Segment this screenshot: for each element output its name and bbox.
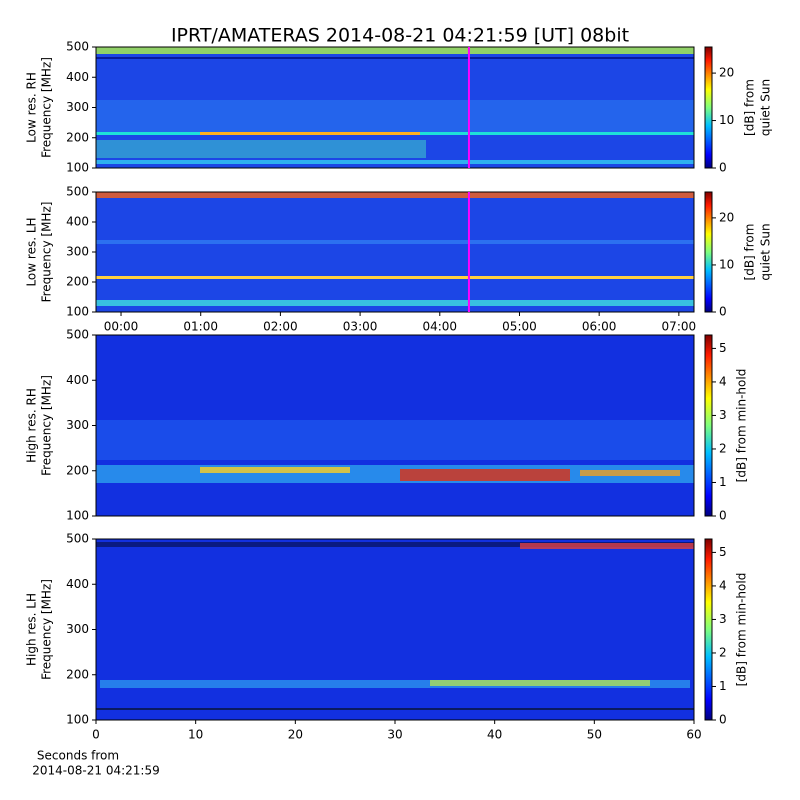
colorbar-tick-label: 5: [719, 545, 727, 559]
y-tick-label: 300: [66, 622, 89, 636]
colorbar-tick-label: 10: [719, 113, 734, 127]
y-tick-label: 500: [66, 185, 89, 199]
x-tick-label: 04:00: [422, 320, 457, 334]
colorbar-tick-label: 20: [719, 210, 734, 224]
colorbar: [704, 191, 713, 313]
x-tick-label: 10: [188, 728, 203, 742]
x-tick-label: 50: [587, 728, 602, 742]
y-tick-label: 300: [66, 100, 89, 114]
colorbar: [704, 538, 713, 721]
y-tick-label: 400: [66, 373, 89, 387]
colorbar-tick-label: 0: [719, 509, 727, 523]
y-axis-label: High res. RH: [25, 388, 39, 463]
colorbar-tick-label: 4: [719, 374, 727, 388]
y-tick-label: 400: [66, 70, 89, 84]
y-tick-label: 100: [66, 305, 89, 319]
colorbar-label: [dB] from min-hold: [735, 573, 749, 687]
figure-title: IPRT/AMATERAS 2014-08-21 04:21:59 [UT] 0…: [171, 25, 629, 47]
colorbar-label: quiet Sun: [759, 223, 773, 280]
y-tick-label: 500: [66, 40, 89, 54]
colorbar-tick-label: 10: [719, 257, 734, 271]
colorbar-tick-label: 2: [719, 645, 727, 659]
colorbar-tick-label: 0: [719, 161, 727, 175]
x-tick-label: 06:00: [582, 320, 617, 334]
colorbar-tick-label: 1: [719, 475, 727, 489]
y-tick-label: 100: [66, 713, 89, 727]
colorbar-tick-label: 0: [719, 305, 727, 319]
x-tick-label: 60: [686, 728, 701, 742]
x-tick-label: 07:00: [662, 320, 697, 334]
x-tick-label: 05:00: [502, 320, 537, 334]
x-tick-label: 01:00: [183, 320, 218, 334]
colorbar: [704, 46, 713, 169]
y-tick-label: 400: [66, 215, 89, 229]
colorbar-tick-label: 2: [719, 441, 727, 455]
y-tick-label: 100: [66, 161, 89, 175]
spectrogram-texture: [96, 47, 694, 720]
x-axis-label: 2014-08-21 04:21:59: [32, 764, 159, 778]
x-axis-label: Seconds from: [37, 749, 119, 763]
y-tick-label: 300: [66, 418, 89, 432]
x-tick-label: 03:00: [343, 320, 378, 334]
colorbar-tick-label: 3: [719, 612, 727, 626]
colorbar-tick-label: 1: [719, 679, 727, 693]
y-tick-label: 200: [66, 463, 89, 477]
y-axis-label: Frequency [MHz]: [40, 57, 54, 158]
x-tick-label: 40: [487, 728, 502, 742]
colorbar-tick-label: 3: [719, 408, 727, 422]
y-axis-label: Low res. RH: [25, 72, 39, 143]
colorbar-tick-label: 5: [719, 341, 727, 355]
y-axis-label: Frequency [MHz]: [40, 375, 54, 476]
y-tick-label: 400: [66, 577, 89, 591]
y-axis-label: Frequency [MHz]: [40, 579, 54, 680]
y-axis-label: High res. LH: [25, 593, 39, 666]
y-tick-label: 200: [66, 667, 89, 681]
x-tick-label: 00:00: [104, 320, 139, 334]
y-tick-label: 300: [66, 245, 89, 259]
x-tick-label: 0: [92, 728, 100, 742]
y-tick-label: 200: [66, 275, 89, 289]
x-tick-label: 02:00: [263, 320, 298, 334]
y-tick-label: 200: [66, 130, 89, 144]
y-axis-label: Frequency [MHz]: [40, 202, 54, 303]
colorbar-label: [dB] from min-hold: [735, 369, 749, 483]
colorbar-label: quiet Sun: [759, 79, 773, 136]
y-axis-label: Low res. LH: [25, 217, 39, 286]
colorbar-label: [dB] from: [743, 79, 757, 136]
x-tick-label: 20: [288, 728, 303, 742]
colorbar-tick-label: 4: [719, 578, 727, 592]
colorbar-tick-label: 0: [719, 713, 727, 727]
colorbar-tick-label: 20: [719, 66, 734, 80]
y-tick-label: 500: [66, 328, 89, 342]
colorbar-label: [dB] from: [743, 224, 757, 281]
colorbar: [704, 334, 713, 517]
x-tick-label: 30: [387, 728, 402, 742]
y-tick-label: 100: [66, 509, 89, 523]
y-tick-label: 500: [66, 532, 89, 546]
